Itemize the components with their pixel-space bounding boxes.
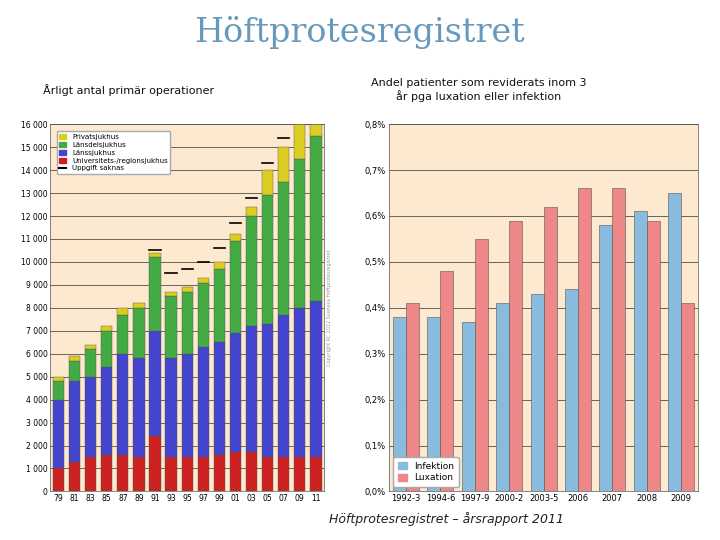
Bar [149,258,161,330]
Bar [181,457,193,491]
Bar [149,253,161,258]
Bar [133,359,145,457]
Bar [214,262,225,269]
Bar [310,301,322,457]
Legend: Infektion, Luxation: Infektion, Luxation [393,457,459,487]
Bar [294,120,305,159]
Text: Andel patienter som reviderats inom 3
år pga luxation eller infektion: Andel patienter som reviderats inom 3 år… [371,78,586,102]
Bar [166,457,176,491]
Bar [69,361,80,381]
Bar [117,315,128,354]
Bar [117,354,128,455]
Legend: Privatsjukhus, Länsdelsjukhus, Länssjukhus, Universitets-/regionsjukhus, Uppgift: Privatsjukhus, Länsdelsjukhus, Länssjukh… [57,131,171,174]
Bar [85,377,96,457]
Bar [53,377,64,381]
Bar [262,195,274,324]
Bar [278,315,289,457]
Bar [246,216,257,326]
Text: Höftprotesregistret – årsrapport 2011: Höftprotesregistret – årsrapport 2011 [329,512,564,526]
Bar [262,170,274,195]
Bar [166,359,176,457]
Bar [681,303,694,491]
Bar [198,278,209,282]
Bar [198,457,209,491]
Bar [230,453,241,491]
Bar [310,457,322,491]
Bar [149,436,161,491]
Bar [278,457,289,491]
Bar [198,282,209,347]
Bar [668,193,681,491]
Bar [214,269,225,342]
Bar [294,308,305,457]
Bar [474,239,488,491]
Bar [406,303,419,491]
Bar [101,368,112,455]
Bar [428,317,441,491]
Bar [85,349,96,377]
Bar [496,303,509,491]
Bar [544,207,557,491]
Bar [214,455,225,491]
Bar [262,457,274,491]
Bar [393,317,406,491]
Bar [85,345,96,349]
Bar [181,354,193,457]
Bar [278,147,289,181]
Bar [599,225,613,491]
Bar [214,342,225,455]
Bar [166,296,176,359]
Text: Årligt antal primär operationer: Årligt antal primär operationer [43,84,215,96]
Bar [117,308,128,315]
Bar [246,326,257,453]
Bar [69,381,80,462]
Bar [462,321,474,491]
Text: Höftprotesregistret: Höftprotesregistret [194,16,526,49]
Bar [230,234,241,241]
Bar [634,211,647,491]
Bar [531,294,544,491]
Bar [53,381,64,400]
Bar [578,188,591,491]
Bar [246,453,257,491]
Bar [278,181,289,315]
Bar [69,356,80,361]
Bar [181,287,193,292]
Text: Copyright RC 2012 Svenska Höftprotesregistret: Copyright RC 2012 Svenska Höftprotesregi… [327,249,332,366]
Bar [101,326,112,330]
Bar [117,455,128,491]
Bar [246,207,257,216]
Bar [230,333,241,453]
Bar [613,188,626,491]
Bar [101,455,112,491]
Bar [198,347,209,457]
Bar [166,292,176,296]
Bar [441,271,454,491]
Bar [133,457,145,491]
Bar [149,330,161,436]
Bar [53,468,64,491]
Bar [565,289,578,491]
Bar [310,136,322,301]
Bar [133,303,145,308]
Bar [85,457,96,491]
Bar [53,400,64,468]
Bar [133,308,145,359]
Bar [294,159,305,308]
Bar [310,92,322,136]
Bar [181,292,193,354]
Bar [294,457,305,491]
Bar [647,220,660,491]
Bar [69,462,80,491]
Bar [262,324,274,457]
Bar [101,330,112,367]
Bar [230,241,241,333]
Bar [509,220,522,491]
